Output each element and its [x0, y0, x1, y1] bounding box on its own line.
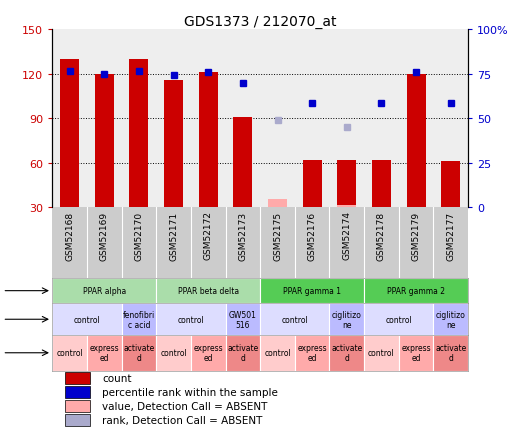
Text: PPAR alpha: PPAR alpha — [83, 286, 126, 296]
Text: fenofibri
c acid: fenofibri c acid — [123, 310, 155, 329]
Bar — [329, 304, 364, 335]
Text: GSM52173: GSM52173 — [238, 211, 247, 260]
Bar — [406, 75, 426, 207]
Bar — [156, 304, 225, 335]
Text: control: control — [368, 349, 395, 358]
Bar — [199, 73, 218, 207]
Text: GSM52169: GSM52169 — [100, 211, 109, 260]
Text: control: control — [385, 315, 412, 324]
Bar — [95, 75, 114, 207]
Bar — [233, 118, 253, 207]
Text: count: count — [102, 373, 132, 383]
Bar — [260, 335, 295, 371]
Bar — [65, 400, 90, 412]
Bar — [434, 335, 468, 371]
Text: ciglitizo
ne: ciglitizo ne — [332, 310, 362, 329]
Text: GSM52174: GSM52174 — [343, 211, 351, 260]
Text: GSM52168: GSM52168 — [65, 211, 74, 260]
Text: activate
d: activate d — [123, 343, 155, 363]
Text: GSM52175: GSM52175 — [273, 211, 282, 260]
Bar — [164, 81, 183, 207]
Text: control: control — [264, 349, 291, 358]
Bar — [434, 304, 468, 335]
Bar — [364, 335, 399, 371]
Text: control: control — [160, 349, 187, 358]
Text: express
ed: express ed — [401, 343, 431, 363]
Bar — [129, 60, 149, 207]
Text: express
ed: express ed — [298, 343, 327, 363]
Text: GSM52176: GSM52176 — [308, 211, 316, 260]
Bar — [372, 160, 391, 207]
Bar — [260, 304, 329, 335]
Text: activate
d: activate d — [227, 343, 258, 363]
Title: GDS1373 / 212070_at: GDS1373 / 212070_at — [184, 15, 336, 30]
Text: PPAR gamma 1: PPAR gamma 1 — [283, 286, 341, 296]
Bar — [52, 335, 87, 371]
Bar — [121, 304, 156, 335]
Text: GSM52170: GSM52170 — [134, 211, 143, 260]
Bar — [52, 278, 156, 304]
Text: GSM52172: GSM52172 — [204, 211, 213, 260]
Bar — [121, 335, 156, 371]
Text: GW501
516: GW501 516 — [229, 310, 257, 329]
Bar — [225, 335, 260, 371]
Bar — [364, 278, 468, 304]
Bar — [191, 335, 225, 371]
Text: GSM52171: GSM52171 — [169, 211, 178, 260]
Bar — [225, 304, 260, 335]
Text: percentile rank within the sample: percentile rank within the sample — [102, 387, 278, 397]
Bar — [399, 335, 434, 371]
Bar — [65, 414, 90, 426]
Bar — [364, 304, 434, 335]
Bar — [87, 335, 121, 371]
Text: control: control — [177, 315, 204, 324]
Bar — [303, 160, 322, 207]
Bar — [295, 335, 329, 371]
Text: rank, Detection Call = ABSENT: rank, Detection Call = ABSENT — [102, 415, 263, 425]
Text: GSM52177: GSM52177 — [446, 211, 455, 260]
Bar — [441, 162, 460, 207]
Text: control: control — [281, 315, 308, 324]
Bar — [60, 60, 79, 207]
Bar — [337, 206, 356, 207]
Bar — [260, 278, 364, 304]
Text: express
ed: express ed — [194, 343, 223, 363]
Text: control: control — [56, 349, 83, 358]
Bar — [156, 278, 260, 304]
Text: GSM52178: GSM52178 — [377, 211, 386, 260]
Text: PPAR gamma 2: PPAR gamma 2 — [387, 286, 445, 296]
Bar — [337, 160, 356, 207]
Text: express
ed: express ed — [89, 343, 119, 363]
Text: value, Detection Call = ABSENT: value, Detection Call = ABSENT — [102, 401, 268, 411]
Bar — [329, 335, 364, 371]
Bar — [65, 372, 90, 384]
Text: control: control — [74, 315, 100, 324]
Bar — [268, 200, 287, 207]
Text: PPAR beta delta: PPAR beta delta — [178, 286, 239, 296]
Text: activate
d: activate d — [435, 343, 467, 363]
Bar — [65, 386, 90, 398]
Text: activate
d: activate d — [331, 343, 362, 363]
Bar — [156, 335, 191, 371]
Bar — [52, 304, 121, 335]
Text: GSM52179: GSM52179 — [412, 211, 420, 260]
Text: ciglitizo
ne: ciglitizo ne — [436, 310, 465, 329]
